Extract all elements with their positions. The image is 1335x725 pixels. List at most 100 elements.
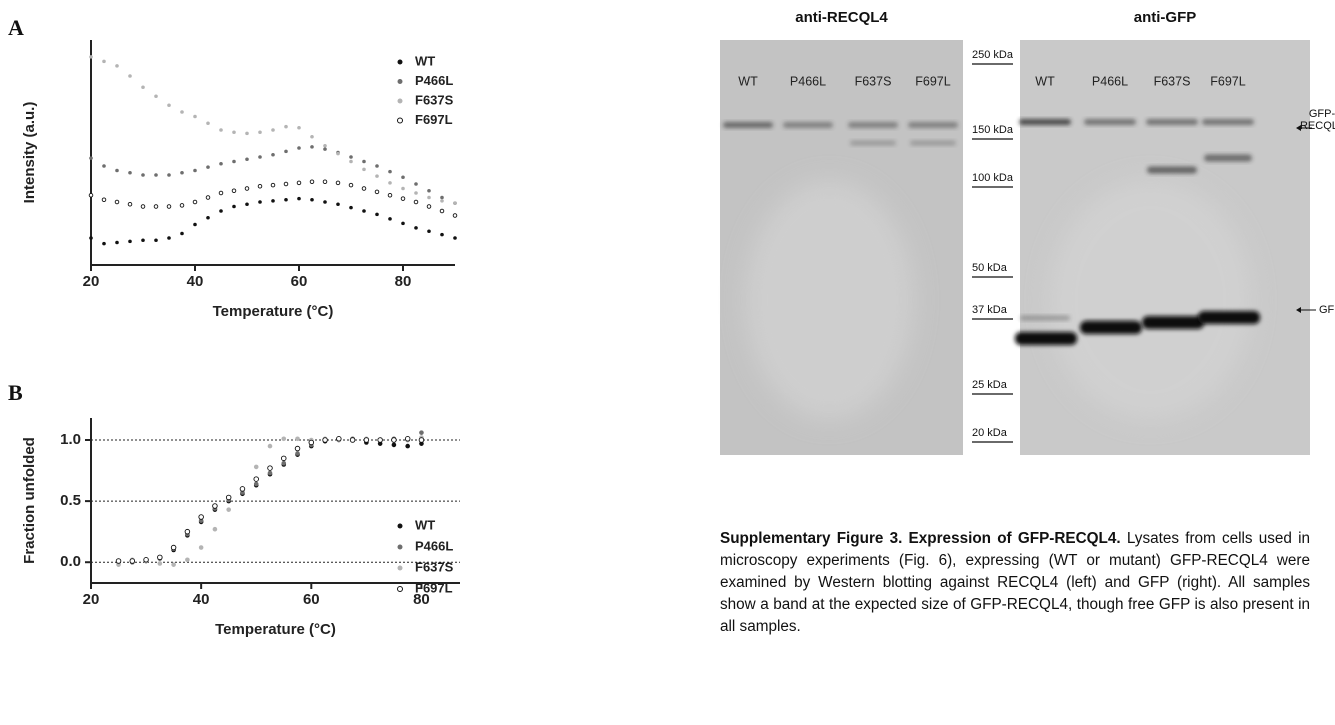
data-point xyxy=(392,438,397,443)
data-point xyxy=(102,164,106,168)
data-point xyxy=(401,175,405,179)
data-point xyxy=(171,562,176,567)
data-point xyxy=(226,507,231,512)
data-point xyxy=(258,155,262,159)
data-point xyxy=(284,198,288,202)
data-point xyxy=(89,193,93,197)
lane-label: F637S xyxy=(855,74,892,88)
data-point xyxy=(362,187,366,191)
size-marker: 250 kDa xyxy=(972,49,1014,61)
data-point xyxy=(362,209,366,213)
data-point xyxy=(193,169,197,173)
y-axis-label: Intensity (a.u.) xyxy=(21,102,38,204)
data-point xyxy=(180,171,184,175)
legend-label: F697L xyxy=(415,580,453,595)
data-point xyxy=(258,130,262,134)
y-tick-label: 0.0 xyxy=(60,553,81,570)
data-point xyxy=(141,173,145,177)
data-point xyxy=(213,527,218,532)
panel-label: B xyxy=(8,380,23,405)
legend-label: WT xyxy=(415,53,435,68)
data-point xyxy=(271,183,275,187)
data-point xyxy=(128,202,132,206)
data-point xyxy=(405,436,410,441)
panel-label: A xyxy=(8,15,24,40)
data-point xyxy=(226,495,231,500)
blot-band xyxy=(1015,332,1077,345)
data-point xyxy=(310,135,314,139)
data-point xyxy=(213,504,218,509)
size-marker: 50 kDa xyxy=(972,262,1008,274)
data-point xyxy=(115,64,119,68)
data-point xyxy=(295,451,300,456)
data-point xyxy=(349,206,353,210)
data-point xyxy=(245,187,249,191)
size-marker: 150 kDa xyxy=(972,124,1014,136)
data-point xyxy=(180,204,184,208)
data-point xyxy=(378,438,383,443)
data-point xyxy=(154,94,158,98)
data-point xyxy=(258,184,262,188)
data-point xyxy=(245,132,249,136)
data-point xyxy=(199,515,204,520)
data-point xyxy=(349,183,353,187)
legend-marker xyxy=(398,118,403,123)
blot-band xyxy=(1080,321,1142,334)
blot-band xyxy=(848,122,898,128)
data-point xyxy=(115,200,119,204)
data-point xyxy=(453,201,457,205)
blot-band xyxy=(1147,167,1197,174)
y-axis-label: Fraction unfolded xyxy=(21,437,38,564)
data-point xyxy=(271,128,275,132)
x-tick-label: 60 xyxy=(291,273,308,290)
data-point xyxy=(102,60,106,64)
data-point xyxy=(206,196,210,200)
blot-band xyxy=(1142,316,1204,329)
data-point xyxy=(141,205,145,209)
data-point xyxy=(337,436,342,441)
data-point xyxy=(158,555,163,560)
data-point xyxy=(193,223,197,227)
data-point xyxy=(440,196,444,200)
data-point xyxy=(375,190,379,194)
legend-label: P466L xyxy=(415,73,453,88)
data-point xyxy=(115,169,119,173)
data-point xyxy=(414,200,418,204)
data-point xyxy=(453,236,457,240)
data-point xyxy=(336,202,340,206)
legend-label: F637S xyxy=(415,92,454,107)
data-point xyxy=(362,160,366,164)
legend-marker xyxy=(398,60,403,65)
data-point xyxy=(414,182,418,186)
blot-band xyxy=(1020,316,1070,321)
x-tick-label: 80 xyxy=(395,273,412,290)
legend-label: P466L xyxy=(415,538,453,553)
legend-marker xyxy=(398,524,403,529)
data-point xyxy=(193,115,197,119)
data-point xyxy=(375,213,379,217)
blot-band xyxy=(1084,119,1136,125)
data-point xyxy=(154,173,158,177)
data-point xyxy=(185,529,190,534)
data-point xyxy=(206,121,210,125)
data-point xyxy=(102,198,106,202)
data-point xyxy=(349,155,353,159)
data-point xyxy=(128,74,132,78)
data-point xyxy=(427,189,431,193)
blot-band xyxy=(1198,311,1260,324)
data-point xyxy=(427,229,431,233)
lane-label: WT xyxy=(1035,74,1055,88)
lane-label: F697L xyxy=(915,74,950,88)
data-point xyxy=(167,103,171,107)
data-point xyxy=(349,160,353,164)
data-point xyxy=(323,180,327,184)
data-point xyxy=(323,147,327,151)
data-point xyxy=(232,160,236,164)
blot-band xyxy=(783,122,833,128)
data-point xyxy=(141,238,145,242)
lane-label: P466L xyxy=(790,74,826,88)
legend-marker xyxy=(398,79,403,84)
page: {"chart_data": [ {"type": "scatter", "la… xyxy=(0,0,1335,725)
data-point xyxy=(362,168,366,172)
data-point xyxy=(154,238,158,242)
